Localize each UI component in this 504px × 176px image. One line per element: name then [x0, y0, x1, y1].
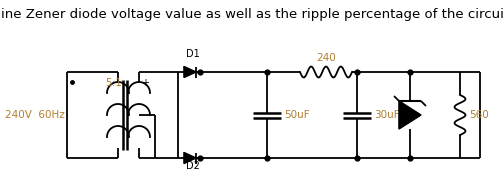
- Polygon shape: [399, 101, 421, 129]
- Text: 30uF: 30uF: [374, 110, 400, 120]
- Polygon shape: [184, 67, 196, 77]
- Text: 240: 240: [316, 53, 336, 63]
- Text: Determine Zener diode voltage value as well as the ripple percentage of the circ: Determine Zener diode voltage value as w…: [0, 8, 504, 21]
- Text: 240V  60Hz: 240V 60Hz: [5, 110, 65, 120]
- Text: D2: D2: [186, 161, 200, 171]
- Text: 50uF: 50uF: [284, 110, 309, 120]
- Text: 560: 560: [469, 110, 489, 120]
- Text: D1: D1: [186, 49, 200, 59]
- Text: 5:1: 5:1: [105, 78, 122, 88]
- Text: +: +: [141, 78, 149, 88]
- Polygon shape: [184, 152, 196, 164]
